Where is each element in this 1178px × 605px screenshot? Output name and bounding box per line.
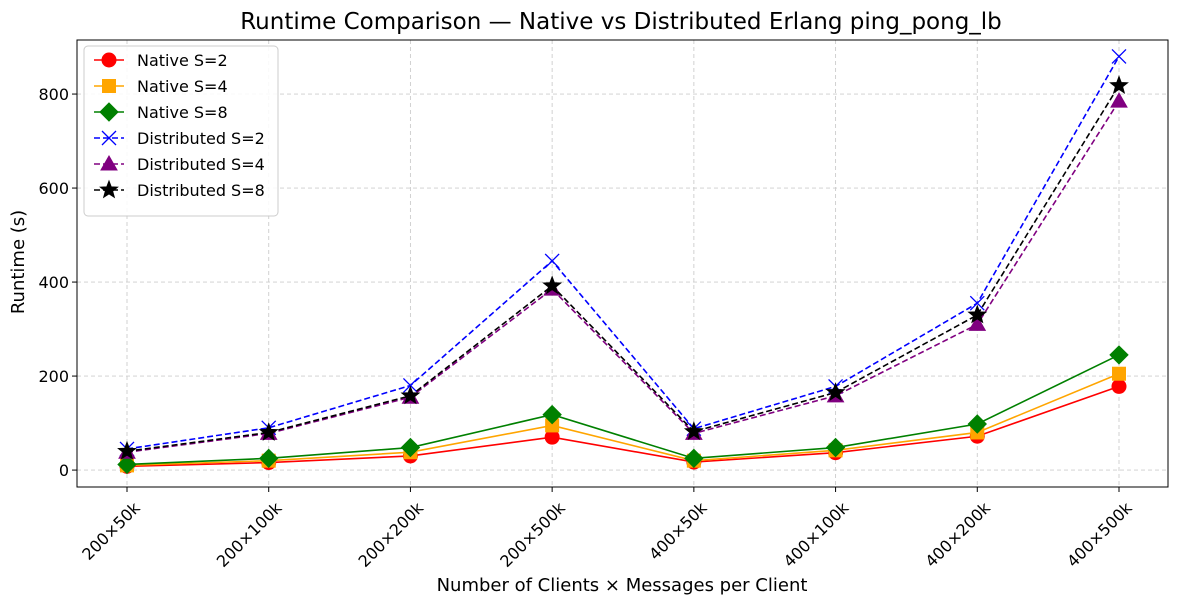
legend-label: Distributed S=2 xyxy=(137,129,265,148)
x-tick-label: 400×200k xyxy=(921,498,994,571)
data-point xyxy=(1109,75,1129,95)
series-layer xyxy=(117,48,1129,475)
legend-item: Distributed S=4 xyxy=(94,154,265,174)
legend-label: Native S=2 xyxy=(137,51,228,70)
data-point xyxy=(400,385,421,405)
data-point xyxy=(967,414,987,434)
y-tick-label: 800 xyxy=(38,85,69,104)
legend-label: Native S=8 xyxy=(137,103,228,122)
legend-item: Native S=4 xyxy=(94,77,228,96)
data-point xyxy=(1109,345,1129,365)
legend-marker xyxy=(99,102,119,122)
legend-item: Native S=8 xyxy=(94,102,228,122)
data-point xyxy=(400,437,421,458)
data-point xyxy=(968,315,987,331)
data-point xyxy=(825,437,846,458)
y-tick-label: 400 xyxy=(38,273,69,292)
data-point xyxy=(1112,366,1126,381)
chart-title: Runtime Comparison — Native vs Distribut… xyxy=(240,9,1002,35)
x-tick-label: 400×100k xyxy=(780,498,853,571)
legend-item: Distributed S=2 xyxy=(94,129,265,148)
legend-marker xyxy=(100,154,118,171)
data-point xyxy=(825,382,846,401)
data-point xyxy=(1111,378,1127,394)
series-line xyxy=(126,100,1120,454)
data-point xyxy=(967,304,988,324)
series-distributed-s-8 xyxy=(117,75,1129,460)
series-line xyxy=(126,372,1120,467)
y-tick-label: 200 xyxy=(38,367,69,386)
legend-item: Native S=2 xyxy=(94,51,228,70)
legend-marker xyxy=(99,179,119,199)
series-line xyxy=(126,85,1120,453)
data-point xyxy=(542,275,563,295)
x-tick-label: 200×500k xyxy=(496,498,569,571)
legend-marker xyxy=(101,130,117,146)
x-tick-label: 400×50k xyxy=(645,498,711,564)
y-tick-label: 600 xyxy=(38,179,69,198)
y-axis-label: Runtime (s) xyxy=(8,210,29,314)
data-point xyxy=(117,440,137,460)
series-line xyxy=(126,354,1120,466)
legend-marker xyxy=(101,52,117,68)
legend-label: Distributed S=4 xyxy=(137,155,265,174)
legend-label: Native S=4 xyxy=(137,77,228,96)
x-tick-label: 400×500k xyxy=(1063,498,1136,571)
data-point xyxy=(117,454,137,475)
data-point xyxy=(544,253,560,269)
x-tick-label: 200×200k xyxy=(355,498,428,571)
series-native-s-8 xyxy=(117,345,1129,475)
legend: Native S=2 Native S=4 Native S=8 Distribute… xyxy=(83,45,279,217)
data-point xyxy=(1110,92,1128,108)
data-point xyxy=(259,448,279,469)
legend-item: Distributed S=8 xyxy=(94,179,265,200)
data-point xyxy=(683,421,704,440)
series-line xyxy=(126,56,1120,450)
data-point xyxy=(969,295,985,311)
data-point xyxy=(1111,48,1127,64)
data-point xyxy=(258,422,279,441)
y-tick-label: 0 xyxy=(59,461,69,480)
x-axis-label: Number of Clients × Messages per Client xyxy=(437,575,808,596)
x-tick-label: 200×50k xyxy=(78,498,144,564)
legend-label: Distributed S=8 xyxy=(137,181,265,200)
legend-box xyxy=(83,45,279,217)
x-tick-label: 200×100k xyxy=(213,498,286,571)
legend-marker xyxy=(102,79,116,93)
data-point xyxy=(684,448,704,469)
data-point xyxy=(542,404,562,425)
plot-frame xyxy=(76,39,1169,488)
series-line xyxy=(126,385,1120,468)
